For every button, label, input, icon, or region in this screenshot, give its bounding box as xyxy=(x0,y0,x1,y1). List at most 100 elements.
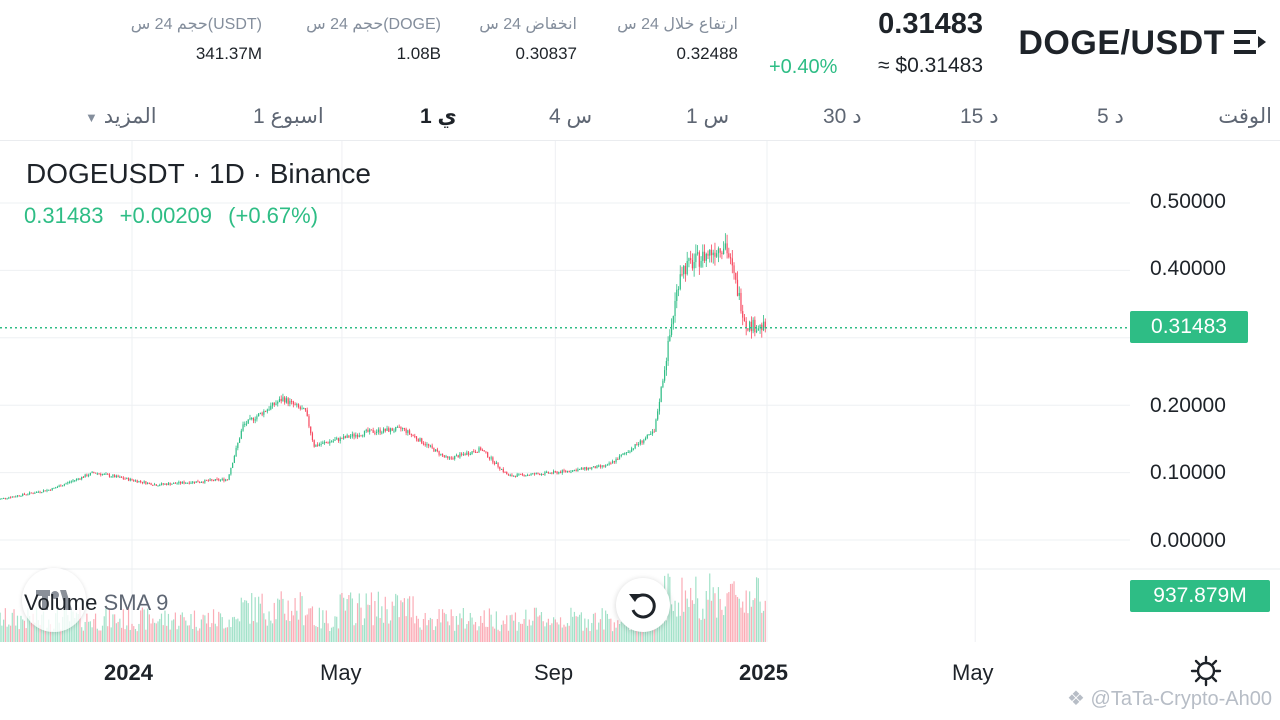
candle-body xyxy=(207,480,209,482)
candle-body xyxy=(573,469,576,471)
candle-body xyxy=(540,474,543,476)
tab-time[interactable]: الوقت xyxy=(1218,105,1272,128)
volume-bar xyxy=(336,616,338,642)
candle-body xyxy=(707,253,709,256)
volume-bar xyxy=(365,593,367,642)
volume-bar xyxy=(179,614,182,642)
volume-bar xyxy=(32,613,34,642)
candle-body xyxy=(49,489,52,491)
volume-bar xyxy=(495,611,497,642)
volume-bar xyxy=(703,618,706,642)
divider xyxy=(0,140,1280,141)
volume-bar xyxy=(292,615,294,642)
candle-body xyxy=(79,478,81,480)
volume-bar xyxy=(379,618,381,642)
volume-bar xyxy=(518,622,520,642)
tab-more[interactable]: ▼ المزيد xyxy=(85,104,157,129)
candle-body xyxy=(648,434,650,436)
reset-icon xyxy=(629,593,656,619)
candle-body xyxy=(112,475,114,477)
candle-body xyxy=(105,473,107,475)
volume-bar xyxy=(754,598,756,642)
volume-bar xyxy=(278,599,281,642)
tab-30m[interactable]: 30 د xyxy=(823,105,862,128)
tab-4h[interactable]: 4 س xyxy=(549,105,593,128)
volume-bar xyxy=(688,606,690,642)
candle-body xyxy=(724,243,726,249)
candle-body xyxy=(263,411,265,415)
candle-body xyxy=(252,418,255,421)
candle-body xyxy=(721,252,723,255)
volume-bar xyxy=(426,625,428,642)
candle-body xyxy=(566,470,569,472)
candle-body xyxy=(608,463,610,465)
candle-body xyxy=(476,452,478,454)
settings-icon[interactable] xyxy=(1190,655,1222,687)
volume-bar xyxy=(16,615,19,642)
candle-body xyxy=(275,403,277,405)
candle-body xyxy=(25,494,27,496)
pair-menu-icon[interactable] xyxy=(1232,22,1268,62)
ohlc-price: 0.31483 xyxy=(24,203,104,228)
candle-body xyxy=(133,480,135,482)
volume-bar xyxy=(580,612,582,642)
candle-body xyxy=(507,474,510,476)
candle-body xyxy=(84,474,86,478)
candle-body xyxy=(695,253,697,263)
candle-body xyxy=(27,494,29,496)
tab-5m[interactable]: 5 د xyxy=(1097,105,1124,128)
candle-body xyxy=(303,408,305,410)
candle-body xyxy=(655,419,657,432)
candle-body xyxy=(750,321,752,332)
volume-bar xyxy=(459,613,461,642)
volume-bar xyxy=(509,615,511,642)
candle-body xyxy=(403,428,405,430)
volume-bar xyxy=(540,612,543,642)
volume-bar xyxy=(322,610,324,642)
candle-body xyxy=(435,449,437,452)
volume-bar xyxy=(714,593,716,642)
candle-body xyxy=(77,478,79,480)
tradingview-logo-icon xyxy=(36,590,72,610)
volume-bar xyxy=(337,628,340,642)
reset-chart-button[interactable] xyxy=(616,578,670,632)
candle-body xyxy=(37,491,39,493)
candle-body xyxy=(681,274,683,276)
candle-body xyxy=(82,476,85,478)
volume-bar xyxy=(532,620,534,642)
tradingview-logo[interactable] xyxy=(22,568,86,632)
volume-bar xyxy=(445,614,447,642)
volume-bar xyxy=(483,610,485,642)
volume-bar xyxy=(297,619,300,642)
volume-bar xyxy=(124,629,126,642)
volume-bar xyxy=(145,629,147,642)
candle-body xyxy=(204,479,206,483)
candle-body xyxy=(660,387,662,402)
tab-1d[interactable]: 1 ي xyxy=(420,105,457,128)
volume-bar xyxy=(504,624,506,642)
volume-bar xyxy=(525,609,527,642)
volume-bar xyxy=(209,627,211,642)
candle-body xyxy=(488,457,491,459)
candle-body xyxy=(618,455,621,460)
volume-bar xyxy=(393,605,395,642)
pair-title[interactable]: DOGE/USDT xyxy=(1018,24,1225,62)
volume-bar xyxy=(514,612,517,642)
tab-1h[interactable]: 1 س xyxy=(686,105,730,128)
candle-body xyxy=(471,451,473,455)
volume-bar xyxy=(693,603,695,642)
candle-body xyxy=(134,480,137,482)
volume-bar xyxy=(176,629,178,642)
volume-bar xyxy=(388,623,390,642)
candle-body xyxy=(358,435,360,437)
tab-15m[interactable]: 15 د xyxy=(960,105,999,128)
volume-bar xyxy=(131,623,133,642)
candle-body xyxy=(51,488,53,491)
volume-bar xyxy=(18,629,20,642)
volume-bar xyxy=(277,598,279,642)
volume-bar xyxy=(726,593,728,642)
volume-bar xyxy=(710,600,713,642)
candle-body xyxy=(266,409,268,412)
x-tick-label: May xyxy=(320,660,362,685)
tab-1w[interactable]: 1 اسبوع xyxy=(253,105,324,128)
